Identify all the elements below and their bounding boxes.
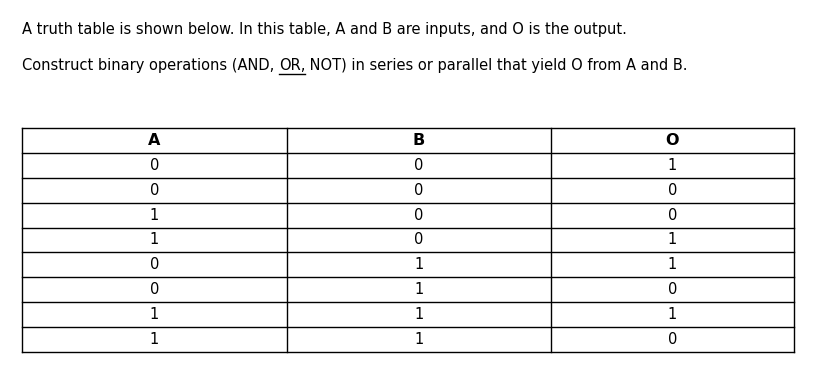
Text: 0: 0	[415, 158, 424, 173]
Text: B: B	[413, 133, 425, 148]
Text: 0: 0	[150, 183, 159, 198]
Text: 0: 0	[667, 183, 677, 198]
Text: O: O	[666, 133, 679, 148]
Text: 1: 1	[415, 282, 424, 297]
Text: 0: 0	[150, 158, 159, 173]
Text: 0: 0	[415, 183, 424, 198]
Text: 0: 0	[667, 332, 677, 347]
Text: A: A	[149, 133, 161, 148]
Text: A truth table is shown below. In this table, A and B are inputs, and O is the ou: A truth table is shown below. In this ta…	[22, 22, 627, 37]
Text: NOT) in series or parallel that yield O from A and B.: NOT) in series or parallel that yield O …	[305, 58, 688, 73]
Text: 1: 1	[667, 233, 677, 247]
Text: 0: 0	[415, 233, 424, 247]
Text: 1: 1	[667, 307, 677, 322]
Text: 1: 1	[667, 257, 677, 272]
Text: 1: 1	[150, 233, 159, 247]
Text: 0: 0	[667, 282, 677, 297]
Text: 1: 1	[415, 257, 424, 272]
Text: 0: 0	[667, 208, 677, 223]
Text: 0: 0	[150, 257, 159, 272]
Text: 1: 1	[150, 332, 159, 347]
Text: 1: 1	[150, 208, 159, 223]
Text: 1: 1	[415, 307, 424, 322]
Text: OR,: OR,	[279, 58, 305, 73]
Text: 1: 1	[150, 307, 159, 322]
Text: Construct binary operations (AND,: Construct binary operations (AND,	[22, 58, 279, 73]
Text: 1: 1	[667, 158, 677, 173]
Text: 0: 0	[415, 208, 424, 223]
Text: 0: 0	[150, 282, 159, 297]
Text: 1: 1	[415, 332, 424, 347]
